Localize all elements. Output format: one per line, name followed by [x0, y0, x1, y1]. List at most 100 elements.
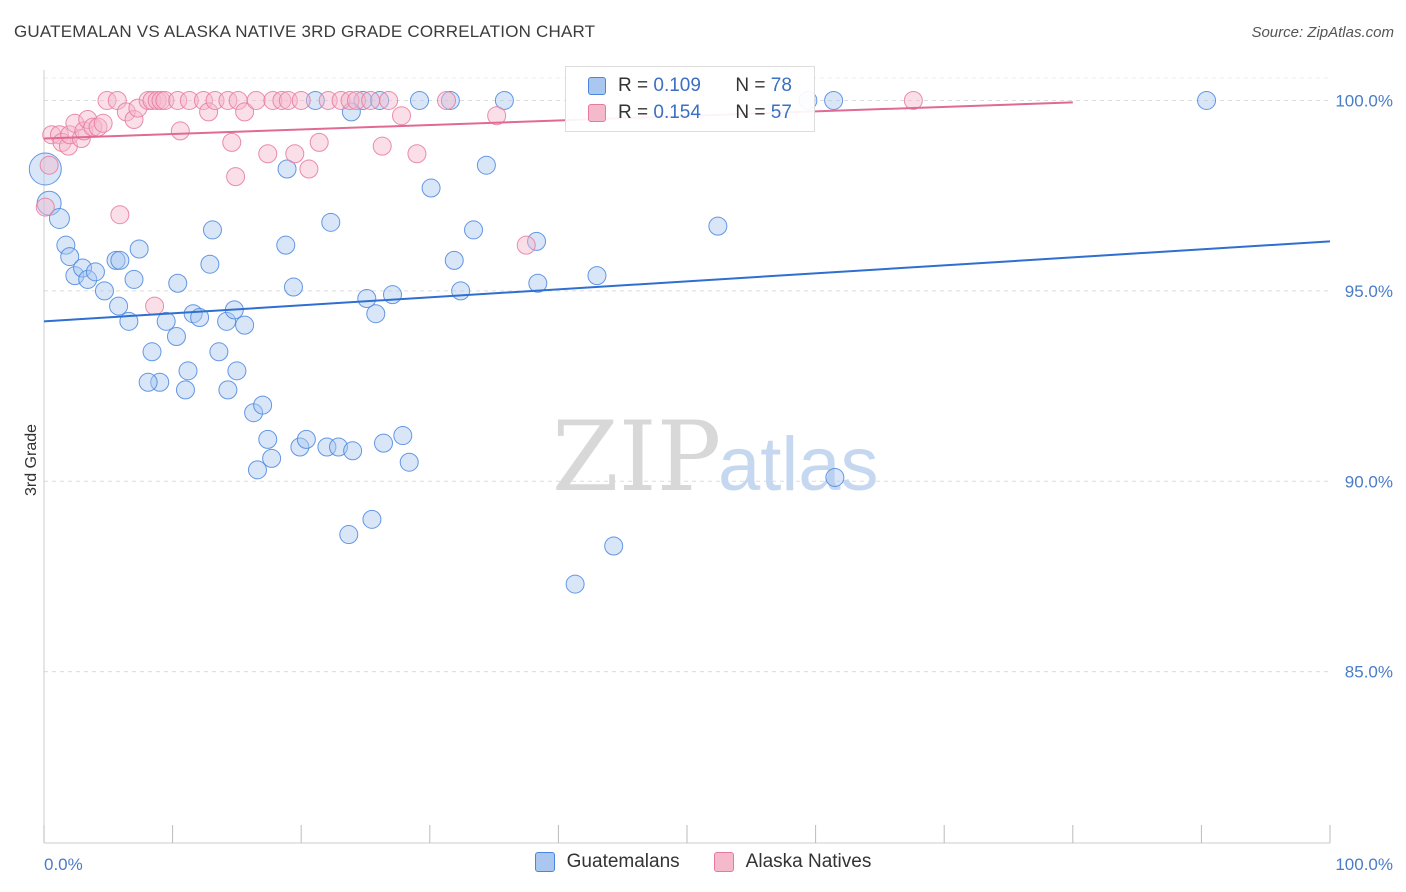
guatemalan-point — [528, 273, 548, 293]
alaska-native-point — [110, 205, 130, 225]
alaska-native-point — [903, 90, 923, 110]
alaska-native-point — [291, 90, 311, 110]
guatemalan-point — [283, 277, 303, 297]
y-tick-label: 85.0% — [1345, 663, 1393, 682]
alaska-native-point — [346, 90, 366, 110]
bottom-legend-swatch-blue — [534, 852, 555, 872]
bottom-legend-label: Guatemalans — [566, 851, 680, 872]
guatemalan-point — [209, 342, 229, 362]
alaska-native-point — [35, 197, 55, 217]
guatemalan-point — [321, 212, 341, 232]
bottom-legend-swatch-pink — [713, 852, 734, 872]
guatemalan-point — [200, 254, 220, 274]
alaska-native-point — [168, 90, 188, 110]
y-tick-label: 100.0% — [1335, 91, 1393, 110]
guatemalan-point — [78, 269, 98, 289]
guatemalan-point — [494, 90, 514, 110]
guatemalan-point — [110, 250, 130, 270]
guatemalan-point — [276, 235, 296, 255]
guatemalan-point — [227, 361, 247, 381]
alaska-native-point — [361, 90, 381, 110]
alaska-native-point — [235, 102, 255, 122]
alaska-native-trend-line — [43, 101, 1073, 140]
alaska-native-point — [193, 90, 213, 110]
guatemalan-point — [708, 216, 728, 236]
guatemalan-point — [129, 239, 149, 259]
guatemalan-point — [317, 437, 337, 457]
x-tick-label: 100.0% — [1335, 855, 1393, 874]
legend-n-label: N = — [735, 75, 771, 96]
guatemalan-point — [28, 152, 62, 186]
guatemalan-point — [168, 273, 188, 293]
guatemalan-point — [48, 208, 70, 230]
bottom-legend-alaska-natives: Alaska Natives — [713, 851, 872, 873]
watermark-zip: ZIP — [552, 401, 721, 513]
bottom-legend: Guatemalans Alaska Natives — [0, 851, 1406, 873]
data-points — [28, 90, 1217, 594]
guatemalan-point — [65, 266, 85, 286]
alaska-native-point — [258, 144, 278, 164]
guatemalan-point — [94, 281, 114, 301]
guatemalan-point — [366, 304, 386, 324]
alaska-native-point — [222, 132, 242, 152]
trend-lines — [43, 101, 1331, 323]
alaska-native-point — [379, 90, 399, 110]
guatemalan-point — [277, 159, 297, 179]
guatemalan-point — [290, 437, 310, 457]
guatemalan-point — [217, 311, 237, 331]
alaska-native-point — [199, 102, 219, 122]
guatemalan-point — [253, 395, 273, 415]
alaska-native-point — [516, 235, 536, 255]
guatemalan-point — [527, 231, 547, 251]
alaska-native-point — [60, 125, 80, 145]
guatemalan-point — [156, 311, 176, 331]
alaska-native-point — [437, 90, 457, 110]
alaska-native-point — [39, 155, 59, 175]
bottom-legend-guatemalans: Guatemalans — [534, 851, 680, 873]
y-tick-label: 90.0% — [1345, 472, 1393, 491]
legend-row-guatemalans: R = 0.109 N = 78 — [588, 73, 792, 99]
legend-r-value: 0.109 — [653, 75, 701, 96]
alaska-native-point — [179, 90, 199, 110]
guatemalan-point — [476, 155, 496, 175]
guatemalan-point — [235, 315, 255, 335]
alaska-native-point — [372, 136, 392, 156]
guatemalan-point — [262, 448, 282, 468]
guatemalan-point — [85, 262, 105, 282]
guatemalan-point — [218, 380, 238, 400]
legend-r-label: R = — [618, 102, 654, 123]
bottom-legend-label: Alaska Natives — [745, 851, 872, 872]
guatemalan-point — [464, 220, 484, 240]
guatemalan-point — [178, 361, 198, 381]
guatemalan-point — [296, 429, 316, 449]
guatemalan-point — [824, 90, 844, 110]
legend-r-value: 0.154 — [653, 102, 701, 123]
y-tick-label: 95.0% — [1345, 282, 1393, 301]
guatemalan-point — [393, 426, 413, 446]
watermark: ZIP atlas — [552, 401, 879, 513]
legend-n-value: 57 — [770, 102, 792, 123]
alaska-native-point — [145, 296, 165, 316]
guatemalan-point — [56, 235, 76, 255]
guatemalan-point — [565, 574, 585, 594]
guatemalan-point — [150, 372, 170, 392]
guatemalan-point — [587, 266, 607, 286]
tick-labels: 100.0% 95.0% 90.0% 85.0% 0.0% 100.0% — [44, 91, 1393, 874]
guatemalan-point — [258, 429, 278, 449]
alaska-native-point — [299, 159, 319, 179]
alaska-native-point — [246, 90, 266, 110]
guatemalan-trend-line — [43, 240, 1331, 323]
guatemalan-point — [166, 327, 186, 347]
guatemalan-point — [60, 247, 80, 267]
guatemalan-point — [410, 90, 430, 110]
guatemalan-point — [357, 288, 377, 308]
alaska-native-point — [392, 106, 412, 126]
guatemalan-point — [124, 269, 144, 289]
alaska-native-point — [97, 90, 117, 110]
guatemalan-point — [190, 308, 210, 328]
alaska-native-point — [309, 132, 329, 152]
guatemalan-point — [343, 441, 363, 461]
guatemalan-point — [399, 452, 419, 472]
alaska-native-point — [285, 144, 305, 164]
